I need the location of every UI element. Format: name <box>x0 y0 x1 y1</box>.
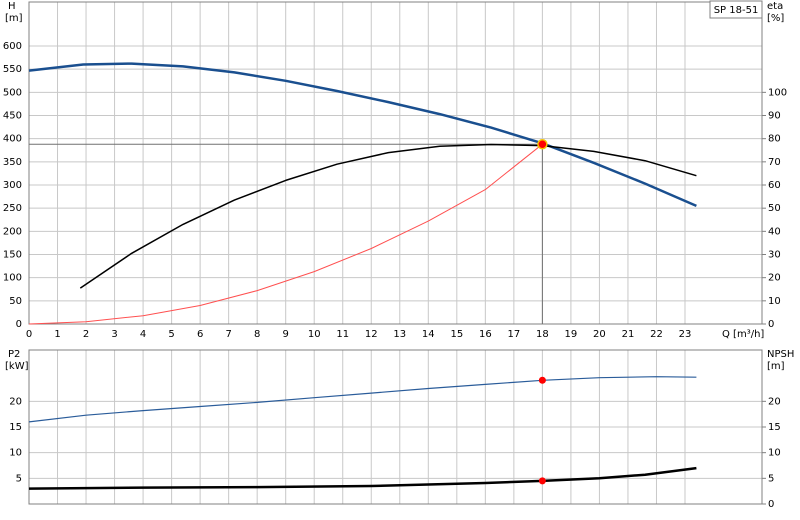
x-tick-label: 19 <box>565 329 578 340</box>
x-tick-label: 4 <box>140 329 146 340</box>
plot-frame <box>28 1 763 325</box>
y-tick-label: 5 <box>16 473 22 484</box>
y-tick-label: 450 <box>3 111 22 122</box>
curve <box>28 376 697 423</box>
curve <box>28 62 697 208</box>
plot-frame <box>28 349 763 505</box>
x-tick-label: 20 <box>593 329 606 340</box>
y2-axis-unit: [m] <box>767 361 785 372</box>
duty-point <box>538 376 546 384</box>
y2-tick-label: 10 <box>768 448 781 459</box>
x-tick-label: 13 <box>393 329 406 340</box>
y-tick-label: 300 <box>3 180 22 191</box>
x-tick-label: 22 <box>650 329 663 340</box>
y-axis-label: H <box>8 1 16 12</box>
y2-tick-label: 5 <box>768 473 774 484</box>
y-tick-label: 250 <box>3 203 22 214</box>
y-tick-label: 100 <box>3 273 22 284</box>
x-tick-label: 10 <box>308 329 321 340</box>
y2-tick-label: 60 <box>768 180 781 191</box>
x-tick-label: 11 <box>336 329 349 340</box>
y-tick-label: 15 <box>9 422 22 433</box>
x-tick-label: 21 <box>622 329 635 340</box>
pump-label: SP 18-51 <box>714 5 759 16</box>
y2-tick-label: 100 <box>768 87 787 98</box>
x-tick-label: 6 <box>197 329 203 340</box>
y-tick-label: 350 <box>3 157 22 168</box>
y-tick-label: 0 <box>16 319 22 330</box>
x-tick-label: 18 <box>536 329 549 340</box>
y2-tick-label: 0 <box>768 319 774 330</box>
y2-tick-label: 80 <box>768 134 781 145</box>
x-tick-label: 5 <box>168 329 174 340</box>
y-tick-label: 500 <box>3 87 22 98</box>
x-tick-label: 8 <box>254 329 260 340</box>
curve <box>28 466 697 490</box>
y2-tick-label: 70 <box>768 157 781 168</box>
y2-tick-label: 20 <box>768 273 781 284</box>
y-tick-label: 400 <box>3 134 22 145</box>
y-tick-label: 20 <box>9 396 22 407</box>
y-tick-label: 150 <box>3 250 22 261</box>
y2-tick-label: 30 <box>768 250 781 261</box>
x-axis-label: Q [m³/h] <box>722 329 764 340</box>
y-tick-label: 200 <box>3 226 22 237</box>
y-tick-label: 50 <box>9 296 22 307</box>
y2-tick-label: 20 <box>768 396 781 407</box>
x-tick-label: 16 <box>479 329 492 340</box>
x-tick-label: 1 <box>54 329 60 340</box>
duty-point <box>538 477 546 485</box>
x-tick-label: 17 <box>507 329 520 340</box>
y2-axis-label: eta <box>767 1 783 12</box>
y-tick-label: 10 <box>9 448 22 459</box>
y2-axis-unit: [%] <box>767 13 784 24</box>
curve <box>79 143 697 289</box>
x-tick-label: 3 <box>111 329 117 340</box>
duty-point <box>537 138 548 150</box>
x-tick-label: 12 <box>365 329 378 340</box>
x-tick-label: 9 <box>283 329 289 340</box>
y2-tick-label: 0 <box>768 499 774 510</box>
curve <box>28 143 543 325</box>
y2-tick-label: 15 <box>768 422 781 433</box>
x-tick-label: 15 <box>450 329 463 340</box>
y-tick-label: 550 <box>3 64 22 75</box>
y2-tick-label: 90 <box>768 111 781 122</box>
pump-label-box <box>709 0 763 19</box>
y-axis-unit: [m] <box>5 13 23 24</box>
y2-axis-label: NPSH <box>767 349 794 360</box>
y2-tick-label: 50 <box>768 203 781 214</box>
y-axis-unit: [kW] <box>5 361 29 372</box>
x-tick-label: 2 <box>83 329 89 340</box>
x-tick-label: 0 <box>26 329 32 340</box>
x-tick-label: 23 <box>679 329 692 340</box>
y2-tick-label: 10 <box>768 296 781 307</box>
y-axis-label: P2 <box>8 349 20 360</box>
x-tick-label: 7 <box>225 329 231 340</box>
y-tick-label: 600 <box>3 41 22 52</box>
x-tick-label: 14 <box>422 329 435 340</box>
y2-tick-label: 40 <box>768 226 781 237</box>
